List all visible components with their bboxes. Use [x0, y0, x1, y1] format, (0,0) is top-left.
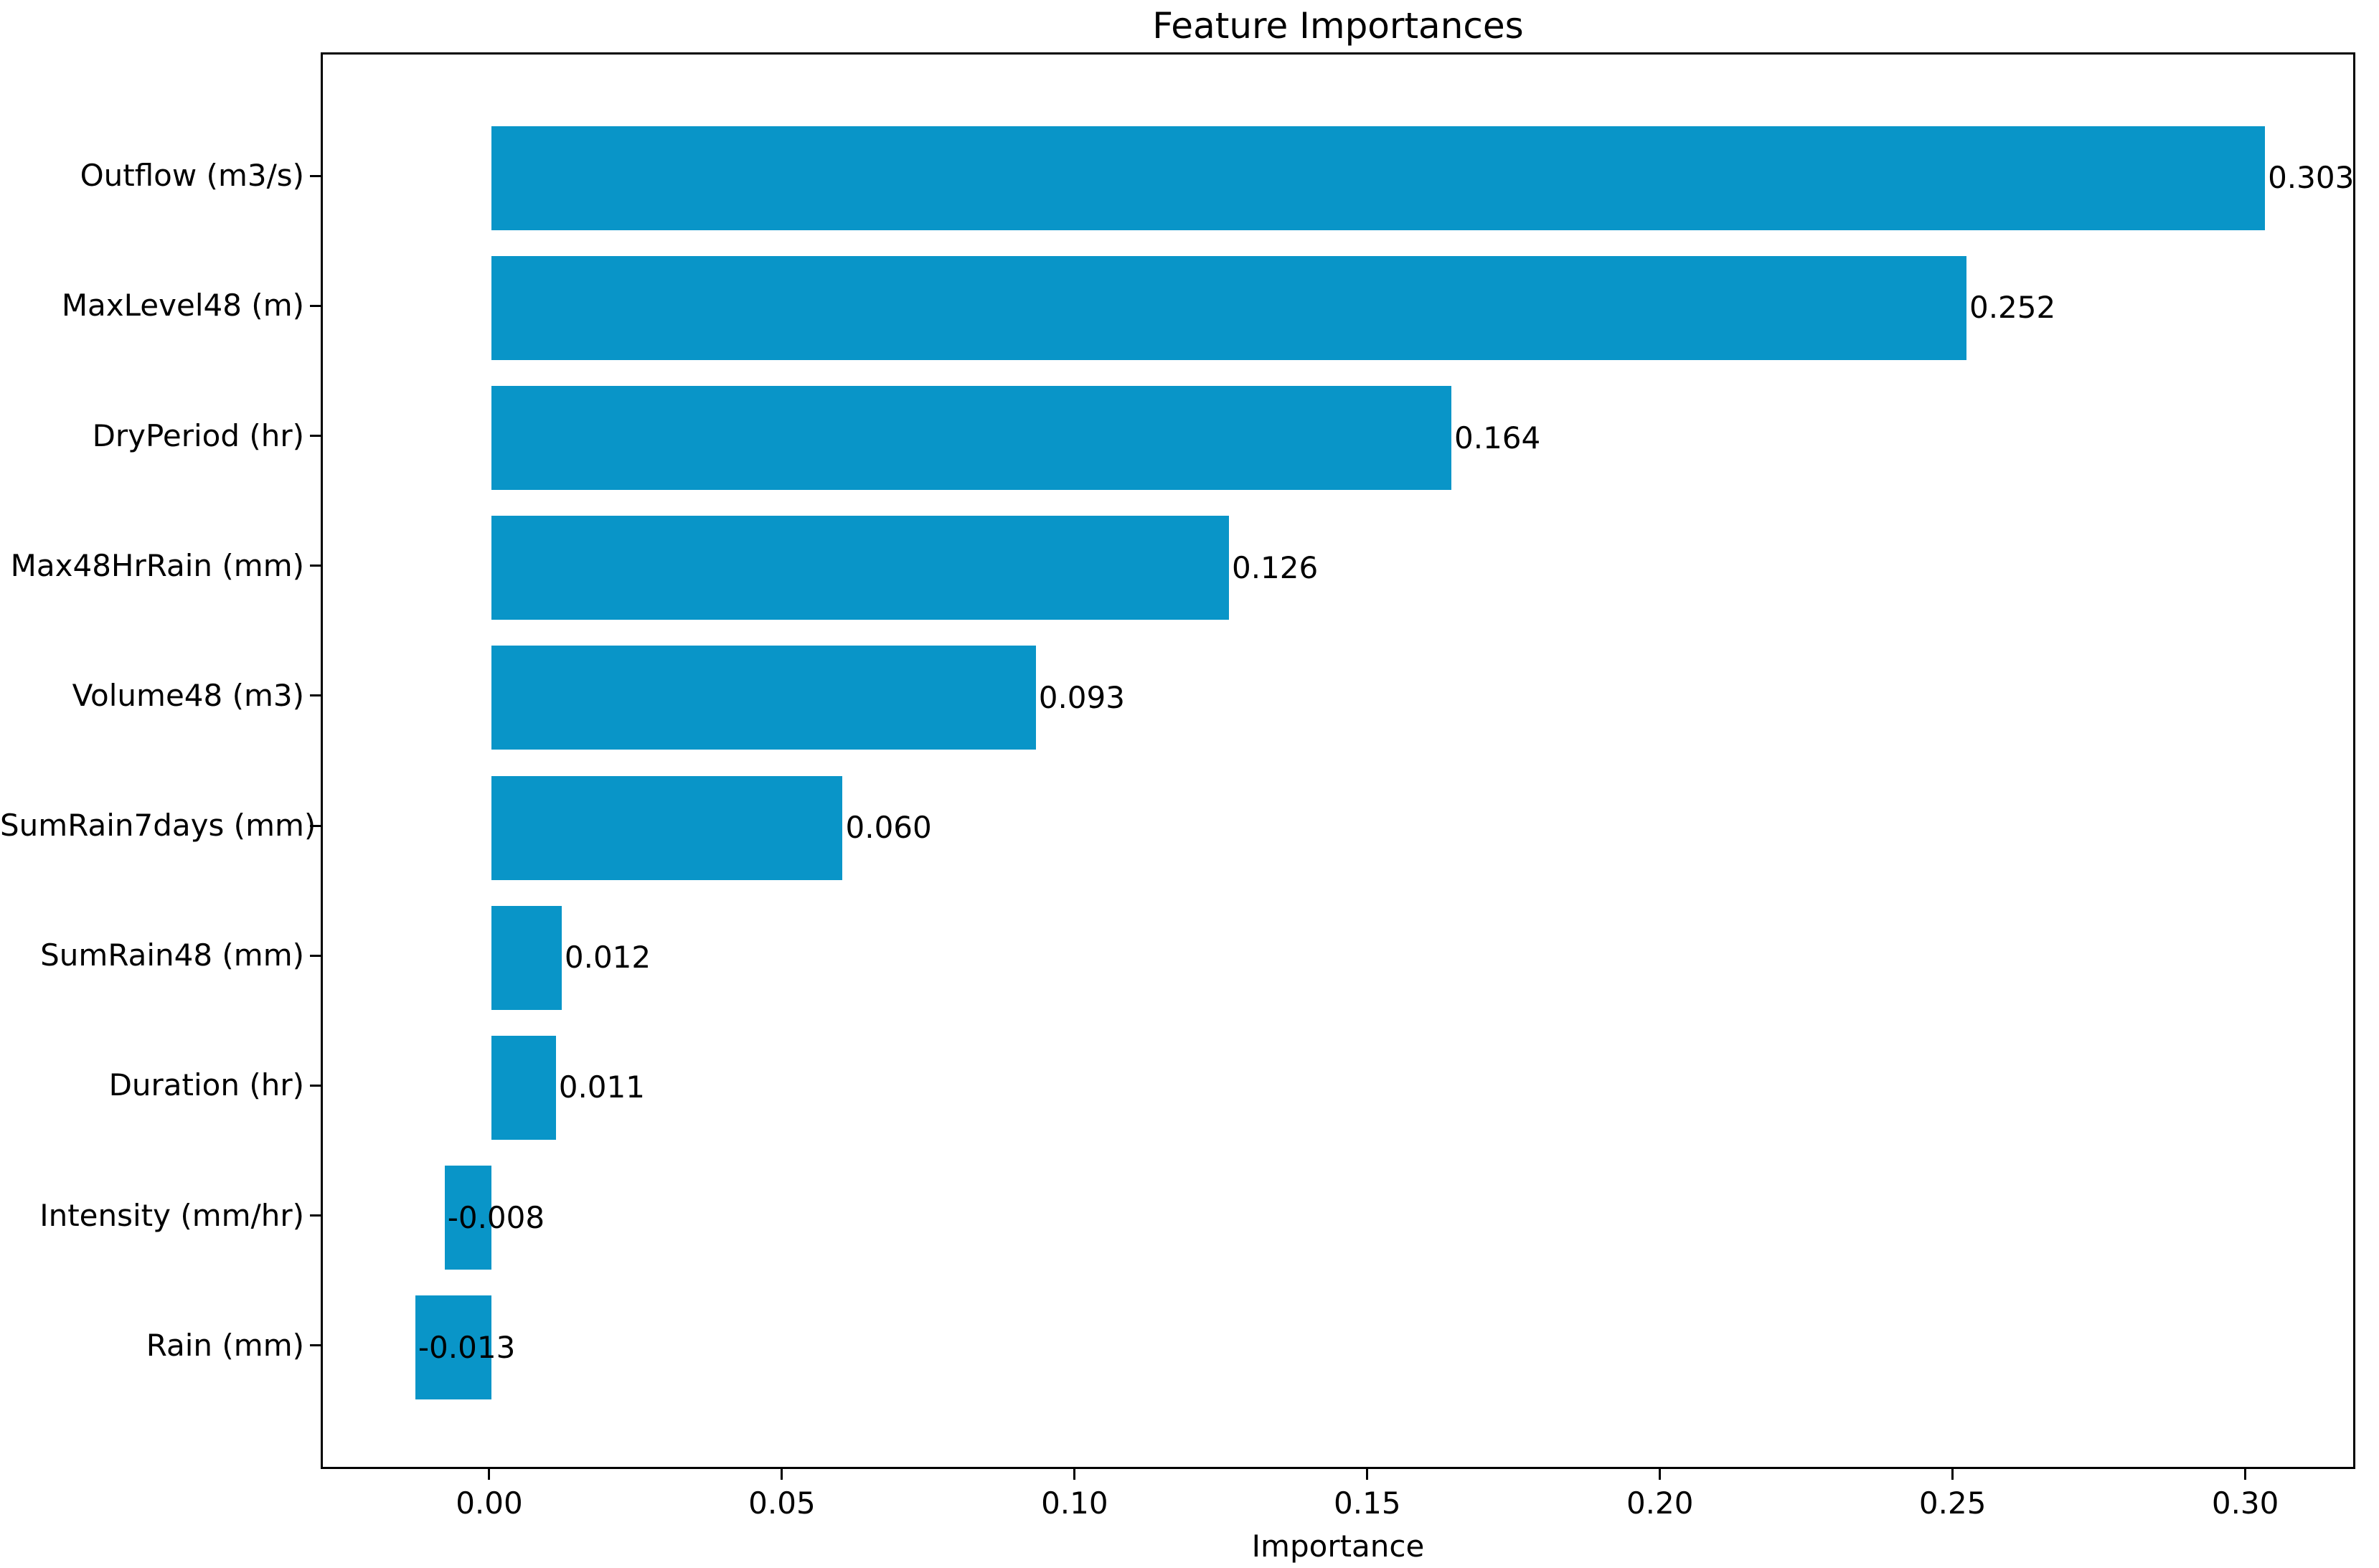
bar — [491, 905, 562, 1010]
bar — [491, 775, 843, 880]
x-tick-mark — [1366, 1469, 1369, 1480]
y-tick-label: Intensity (mm/hr) — [39, 1197, 304, 1233]
y-tick-label: SumRain7days (mm) — [0, 808, 316, 844]
y-tick-mark — [310, 304, 321, 307]
y-tick-label: Outflow (m3/s) — [80, 158, 304, 194]
x-axis-label: Importance — [1251, 1529, 1425, 1564]
bar — [491, 646, 1036, 750]
bar — [491, 386, 1451, 490]
y-tick-mark — [310, 954, 321, 957]
bar — [491, 126, 2266, 230]
y-tick-mark — [310, 565, 321, 567]
x-tick-label: 0.00 — [456, 1486, 523, 1521]
x-tick-mark — [1659, 1469, 1662, 1480]
y-tick-label: Volume48 (m3) — [72, 677, 304, 713]
bar — [491, 1036, 556, 1140]
bar-value-label: 0.093 — [1038, 679, 1125, 715]
y-tick-label: Max48HrRain (mm) — [10, 547, 304, 583]
bar-value-label: -0.008 — [447, 1199, 545, 1235]
x-tick-label: 0.05 — [748, 1486, 816, 1521]
plot-area: 0.303 0.252 0.164 0.126 0.093 0.060 0.012 0.011… — [321, 52, 2355, 1469]
y-tick-mark — [310, 1344, 321, 1347]
x-tick-mark — [781, 1469, 783, 1480]
bar-value-label: 0.164 — [1454, 420, 1541, 455]
x-tick-label: 0.25 — [1918, 1486, 1987, 1521]
y-tick-label: Duration (hr) — [108, 1067, 304, 1103]
bar-value-label: 0.252 — [1969, 290, 2056, 326]
x-tick-mark — [1951, 1469, 1954, 1480]
bar — [491, 516, 1229, 620]
y-tick-mark — [310, 174, 321, 177]
bar-value-label: 0.303 — [2268, 160, 2355, 196]
bar — [415, 1295, 491, 1400]
bar-value-label: 0.011 — [558, 1069, 645, 1105]
chart-title: Feature Importances — [1152, 5, 1524, 47]
y-tick-mark — [310, 824, 321, 827]
y-tick-label: MaxLevel48 (m) — [61, 288, 304, 323]
x-tick-label: 0.15 — [1334, 1486, 1401, 1521]
x-tick-label: 0.30 — [2211, 1486, 2279, 1521]
x-tick-label: 0.20 — [1626, 1486, 1694, 1521]
bar — [444, 1166, 491, 1270]
x-tick-mark — [2244, 1469, 2247, 1480]
bar — [491, 255, 1966, 360]
bar-value-label: 0.012 — [564, 940, 651, 976]
x-tick-label: 0.10 — [1041, 1486, 1108, 1521]
bar-value-label: 0.126 — [1231, 549, 1319, 585]
y-tick-mark — [310, 694, 321, 697]
bar-value-label: -0.013 — [418, 1329, 516, 1365]
y-tick-mark — [310, 1214, 321, 1217]
x-tick-mark — [1073, 1469, 1076, 1480]
y-tick-mark — [310, 1084, 321, 1087]
x-tick-mark — [488, 1469, 491, 1480]
bar-value-label: 0.060 — [845, 810, 932, 846]
y-tick-label: DryPeriod (hr) — [92, 417, 304, 453]
y-tick-mark — [310, 435, 321, 438]
y-tick-label: SumRain48 (mm) — [40, 938, 304, 973]
y-tick-label: Rain (mm) — [146, 1327, 304, 1363]
